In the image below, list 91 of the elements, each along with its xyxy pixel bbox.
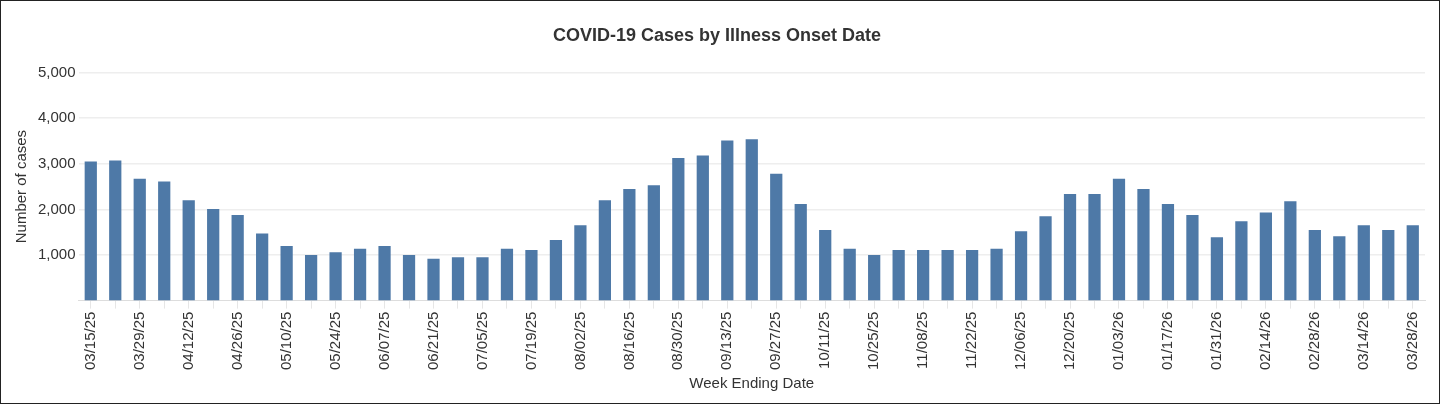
bar xyxy=(109,160,122,301)
y-tick-label: 3,000 xyxy=(37,153,76,171)
x-tick-label: 04/26/25 xyxy=(227,311,245,370)
bar xyxy=(1137,188,1150,301)
x-tick-label: 07/05/25 xyxy=(472,311,490,370)
x-tick-label: 08/30/25 xyxy=(668,311,686,370)
bar xyxy=(427,258,440,301)
bar xyxy=(892,249,905,301)
y-tick-label: 1,000 xyxy=(37,245,76,263)
bar xyxy=(990,248,1003,301)
x-tick-label: 09/27/25 xyxy=(766,311,784,370)
bar xyxy=(280,245,293,301)
bar xyxy=(1406,225,1419,301)
bar xyxy=(1161,203,1175,301)
x-tick-label: 01/31/26 xyxy=(1207,311,1225,370)
bar xyxy=(917,249,930,301)
x-tick-label: 02/14/26 xyxy=(1256,311,1274,370)
bar xyxy=(84,161,97,301)
bar xyxy=(1039,216,1052,301)
bar xyxy=(1284,201,1297,301)
bar xyxy=(623,188,636,301)
bar xyxy=(256,233,269,301)
bar xyxy=(133,178,146,301)
x-tick-label: 03/14/26 xyxy=(1353,311,1371,370)
bar xyxy=(721,140,734,301)
x-tick-label: 03/15/25 xyxy=(80,311,98,370)
x-tick-label: 04/12/25 xyxy=(178,311,196,370)
bar xyxy=(1186,214,1199,301)
x-tick-label: 06/21/25 xyxy=(423,311,441,370)
bar xyxy=(843,248,856,301)
x-tick-label: 05/10/25 xyxy=(276,311,294,370)
bar xyxy=(329,252,342,301)
x-tick-label: 11/08/25 xyxy=(913,311,931,369)
chart-title: COVID-19 Cases by Illness Onset Date xyxy=(552,24,882,45)
bar xyxy=(1014,231,1028,301)
x-tick-label: 03/28/26 xyxy=(1402,311,1420,370)
x-axis-title: Week Ending Date xyxy=(689,374,815,392)
bar xyxy=(304,255,318,301)
bar xyxy=(794,203,807,301)
x-tick-label: 09/13/25 xyxy=(717,311,735,370)
bar xyxy=(231,214,244,301)
bar xyxy=(525,249,538,301)
y-tick-label: 5,000 xyxy=(37,62,76,80)
bar xyxy=(158,181,171,301)
bar xyxy=(402,255,416,301)
x-tick-label: 10/25/25 xyxy=(864,311,882,370)
x-tick-label: 03/29/25 xyxy=(129,311,147,370)
x-tick-label: 01/17/26 xyxy=(1158,311,1176,370)
bar xyxy=(868,255,881,301)
x-tick-label: 12/06/25 xyxy=(1011,311,1029,370)
bar xyxy=(1357,225,1370,301)
bar xyxy=(1259,212,1272,301)
bar xyxy=(207,208,220,301)
bar xyxy=(598,200,611,301)
bar xyxy=(1210,237,1224,301)
bar xyxy=(574,225,587,301)
bar xyxy=(672,157,685,301)
x-tick-label: 02/28/26 xyxy=(1304,311,1322,370)
bar xyxy=(1063,193,1077,301)
bar xyxy=(1333,236,1346,301)
x-tick-label: 08/16/25 xyxy=(619,311,637,370)
bar xyxy=(500,248,514,301)
x-tick-label: 07/19/25 xyxy=(521,311,539,370)
bar xyxy=(549,239,563,301)
y-tick-label: 4,000 xyxy=(37,108,76,126)
x-tick-label: 01/03/26 xyxy=(1109,311,1127,370)
x-tick-label: 05/24/25 xyxy=(325,311,343,370)
bar xyxy=(1235,221,1248,301)
bar xyxy=(696,155,709,301)
bar xyxy=(819,229,832,301)
bar xyxy=(1112,178,1126,301)
bar xyxy=(353,248,367,301)
bar xyxy=(647,185,660,301)
bar xyxy=(1382,229,1395,301)
bar xyxy=(1308,229,1321,301)
bar xyxy=(941,249,954,301)
y-tick-label: 2,000 xyxy=(37,199,76,217)
bar xyxy=(182,200,195,301)
bar xyxy=(1088,193,1101,301)
x-tick-label: 08/02/25 xyxy=(570,311,588,370)
x-tick-label: 10/11/25 xyxy=(815,311,833,369)
x-tick-label: 11/22/25 xyxy=(962,311,980,369)
y-axis-title: Number of cases xyxy=(12,129,30,244)
bar xyxy=(770,173,783,301)
bar xyxy=(745,139,758,301)
bar xyxy=(378,245,391,301)
bar xyxy=(451,257,465,301)
x-tick-label: 12/20/25 xyxy=(1060,311,1078,370)
x-tick-label: 06/07/25 xyxy=(374,311,392,370)
bar xyxy=(476,257,489,301)
bar xyxy=(965,249,979,301)
